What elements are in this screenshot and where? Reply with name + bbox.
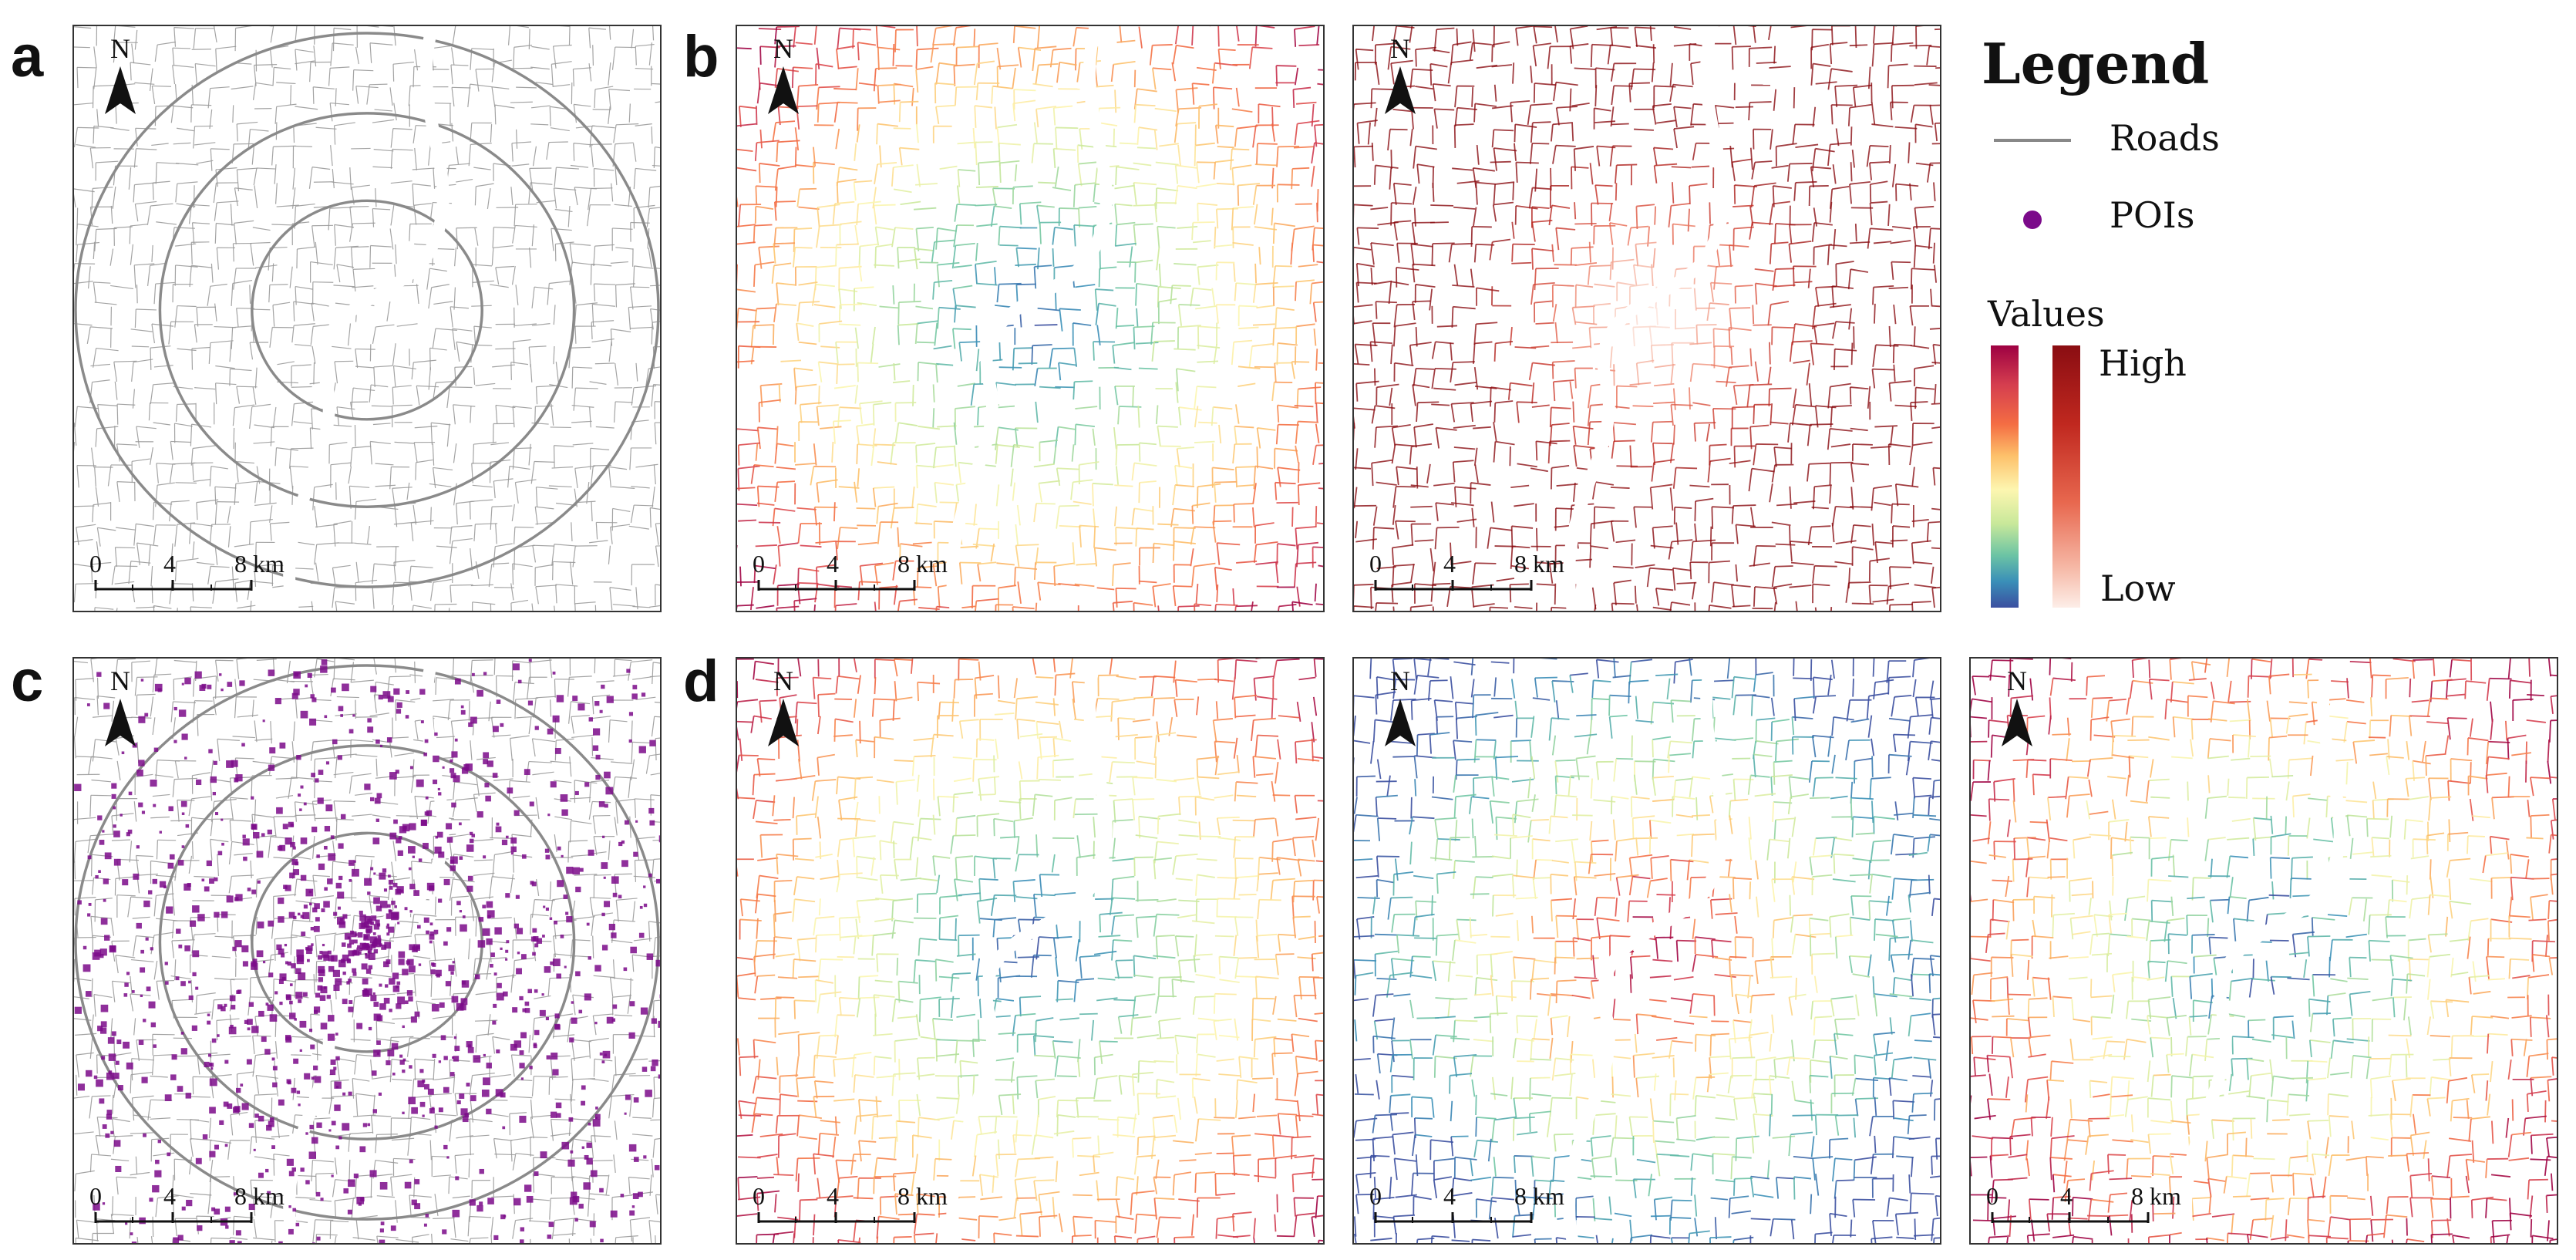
legend-spectral-ramp [1991,345,2019,608]
scale-bar: 0 4 8 km [89,547,293,594]
scale-tick-4: 4 [1443,1182,1456,1210]
north-label: N [110,665,130,696]
road-network-d3 [1971,659,2557,1243]
scale-tick-0: 0 [1369,1182,1382,1210]
north-arrow-icon: N [760,665,806,750]
scale-tick-8: 8 km [2131,1182,2181,1210]
panel-label-a: a [11,24,44,89]
legend-poi-dot-icon [2023,211,2042,229]
road-network-a [74,26,660,611]
scale-tick-0: 0 [753,1182,765,1210]
map-panel-b-right: N 0 4 8 km [1352,25,1941,612]
scale-tick-8: 8 km [1514,1182,1564,1210]
road-network-d1 [737,659,1323,1243]
legend-high-label: High [2099,342,2187,384]
map-panel-d-middle: N 0 4 8 km [1352,657,1941,1245]
scale-bar: 0 4 8 km [1369,1180,1573,1226]
scale-tick-0: 0 [1986,1182,1999,1210]
legend-low-label: Low [2100,568,2176,609]
legend-road-line-icon [1994,139,2071,142]
road-network-d2 [1354,659,1940,1243]
map-panel-d-right: N 0 4 8 km [1969,657,2558,1245]
legend: Legend Roads POIs Values Hig [1978,31,2549,617]
scale-tick-0: 0 [1369,550,1382,578]
north-label: N [110,33,130,64]
north-label: N [773,665,793,696]
panel-label-c: c [11,649,44,714]
scale-tick-4: 4 [163,550,176,578]
north-label: N [773,33,793,64]
legend-title: Legend [1982,31,2210,96]
scale-tick-8: 8 km [234,550,285,578]
scale-tick-4: 4 [827,550,839,578]
road-network-c [74,659,660,1243]
scale-tick-8: 8 km [897,1182,948,1210]
scale-tick-4: 4 [1443,550,1456,578]
scale-tick-0: 0 [753,550,765,578]
north-arrow-icon: N [97,32,143,117]
north-arrow-icon: N [1377,32,1423,117]
map-panel-a: N 0 4 8 km [72,25,662,612]
scale-tick-0: 0 [89,1182,102,1210]
legend-pois-label: POIs [2110,194,2195,236]
legend-reds-ramp [2052,345,2080,608]
map-panel-c: N 0 4 8 km [72,657,662,1245]
scale-tick-8: 8 km [897,550,948,578]
map-panel-b-left: N 0 4 8 km [736,25,1325,612]
scale-bar: 0 4 8 km [1369,547,1573,594]
north-label: N [2007,665,2027,696]
scale-bar: 0 4 8 km [753,547,956,594]
legend-roads-label: Roads [2110,117,2220,159]
panel-label-d: d [683,649,719,714]
scale-tick-4: 4 [827,1182,839,1210]
scale-tick-0: 0 [89,550,102,578]
scale-tick-4: 4 [2060,1182,2073,1210]
north-arrow-icon: N [1377,665,1423,750]
panel-label-b: b [683,24,719,89]
road-network-b1 [737,26,1323,611]
road-network-b2 [1354,26,1940,611]
north-arrow-icon: N [1994,665,2040,750]
north-label: N [1390,33,1410,64]
scale-tick-8: 8 km [1514,550,1564,578]
north-arrow-icon: N [97,665,143,750]
legend-values-label: Values [1988,293,2105,335]
scale-tick-4: 4 [163,1182,176,1210]
scale-tick-8: 8 km [234,1182,285,1210]
north-arrow-icon: N [760,32,806,117]
scale-bar: 0 4 8 km [1986,1180,2190,1226]
scale-bar: 0 4 8 km [89,1180,293,1226]
map-panel-d-left: N 0 4 8 km [736,657,1325,1245]
north-label: N [1390,665,1410,696]
scale-bar: 0 4 8 km [753,1180,956,1226]
